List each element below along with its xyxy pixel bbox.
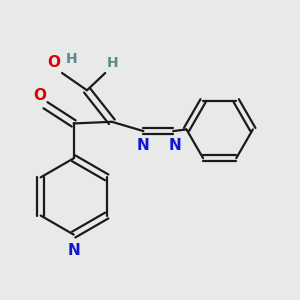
Text: H: H <box>107 56 119 70</box>
Text: O: O <box>47 56 60 70</box>
Text: N: N <box>136 138 149 153</box>
Text: H: H <box>66 52 78 66</box>
Text: N: N <box>67 243 80 258</box>
Text: N: N <box>168 138 181 153</box>
Text: O: O <box>33 88 46 103</box>
